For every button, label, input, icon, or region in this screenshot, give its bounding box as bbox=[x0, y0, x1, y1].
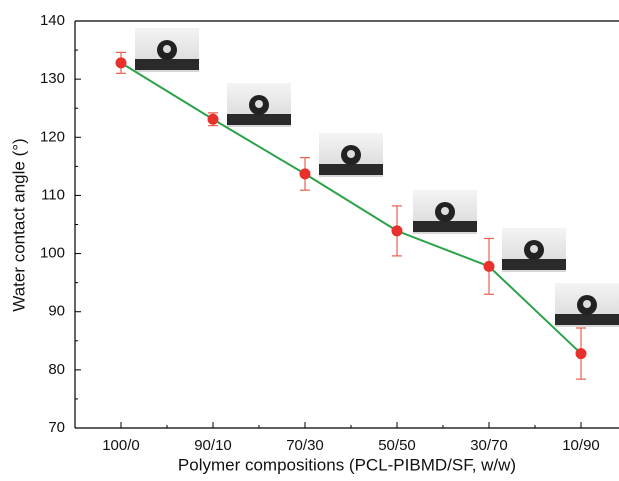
data-point bbox=[575, 348, 587, 360]
x-axis-label: Polymer compositions (PCL-PIBMD/SF, w/w) bbox=[178, 455, 516, 474]
droplet-images bbox=[135, 28, 619, 327]
x-tick-label: 90/10 bbox=[194, 437, 232, 454]
x-tick-label: 70/30 bbox=[286, 437, 324, 454]
y-tick-label: 90 bbox=[48, 303, 65, 320]
y-tick-label: 100 bbox=[40, 245, 65, 262]
x-tick-label: 50/50 bbox=[378, 437, 416, 454]
x-tick-label: 30/70 bbox=[470, 437, 508, 454]
y-tick-label: 80 bbox=[48, 361, 65, 378]
y-tick-label: 70 bbox=[48, 419, 65, 436]
data-line bbox=[120, 62, 582, 355]
data-point bbox=[115, 57, 127, 69]
data-point bbox=[483, 260, 495, 272]
y-tick-label: 120 bbox=[40, 128, 65, 145]
y-tick-label: 130 bbox=[40, 70, 65, 87]
y-axis-label: Water contact angle (°) bbox=[9, 138, 28, 311]
axes-frame bbox=[74, 20, 619, 429]
data-point bbox=[207, 113, 219, 125]
y-tick-label: 110 bbox=[41, 186, 65, 203]
y-tick-label: 140 bbox=[40, 12, 65, 29]
data-point bbox=[391, 225, 403, 237]
data-point bbox=[299, 168, 311, 180]
x-tick-label: 100/0 bbox=[102, 437, 140, 454]
x-tick-label: 10/90 bbox=[562, 437, 600, 454]
